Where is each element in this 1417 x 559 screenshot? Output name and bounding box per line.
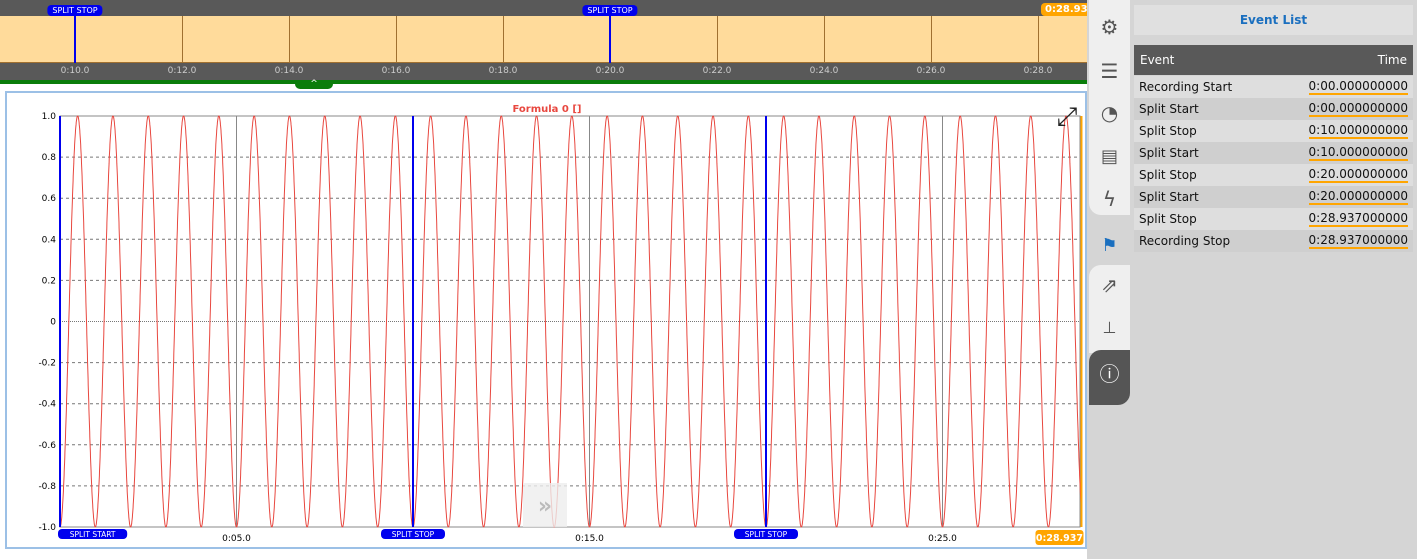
- double-chevron-right-icon: »: [538, 494, 552, 519]
- y-tick-label: 0.2: [42, 276, 56, 286]
- overview-tick-label: 0:20.0: [595, 66, 625, 76]
- split-flag-label: SPLIT STOP: [392, 530, 435, 539]
- overview-tick-label: 0:14.0: [274, 66, 304, 76]
- y-tick-label: -0.4: [38, 400, 56, 410]
- column-event[interactable]: Event: [1140, 53, 1175, 67]
- y-tick-label: -0.8: [38, 482, 56, 492]
- overview-timeline[interactable]: 0:10.0 0:12.0 0:14.0 0:16.0 0:18.0 0:20.0 0:22…: [0, 0, 1099, 82]
- splitter-bar[interactable]: [0, 80, 1087, 84]
- overview-split-flag[interactable]: SPLIT STOP: [47, 5, 103, 16]
- overview-gridline: [289, 16, 290, 63]
- y-tick-label: 0.6: [42, 194, 57, 204]
- event-time[interactable]: 0:28.937000000: [1308, 211, 1408, 227]
- y-tick-label: 0: [50, 318, 56, 328]
- table-row[interactable]: Split Stop 0:10.000000000: [1134, 120, 1413, 142]
- split-flag[interactable]: [58, 529, 128, 539]
- event-name: Split Stop: [1139, 212, 1197, 226]
- table-row[interactable]: Split Start 0:10.000000000: [1134, 142, 1413, 164]
- list-icon[interactable]: ☰: [1100, 59, 1119, 83]
- end-flag-label: 0:28.937: [1036, 533, 1083, 544]
- event-time[interactable]: 0:10.000000000: [1308, 123, 1408, 139]
- table-header: Event Time: [1134, 45, 1413, 75]
- y-tick-label: 1.0: [42, 112, 57, 122]
- lightning-icon[interactable]: ϟ: [1102, 187, 1117, 211]
- chart[interactable]: 1.0 0.8 0.6 0.4 0.2 0 -0.2 -0.4 -0.6 -0.8 -1.0 0:05…: [7, 93, 1085, 547]
- event-time[interactable]: 0:20.000000000: [1308, 189, 1408, 205]
- overview-tick-label: 0:18.0: [488, 66, 518, 76]
- x-tick-label: 0:15.0: [575, 534, 604, 544]
- fullscreen-icon[interactable]: ⤢: [1057, 102, 1078, 132]
- event-name: Split Start: [1139, 102, 1199, 116]
- overview-band[interactable]: [0, 16, 1087, 63]
- event-name: Split Stop: [1139, 124, 1197, 138]
- overview-gridline: [396, 16, 397, 63]
- overview-tick-label: 0:26.0: [916, 66, 946, 76]
- y-tick-label: 0.8: [42, 153, 57, 163]
- x-tick-label: 0:25.0: [928, 534, 957, 544]
- event-name: Split Stop: [1139, 168, 1197, 182]
- x-tick-label: 0:05.0: [222, 534, 251, 544]
- chart-title: Formula 0 []: [512, 104, 581, 115]
- event-name: Recording Stop: [1139, 234, 1231, 248]
- info-icon[interactable]: ⓘ: [1099, 361, 1120, 386]
- event-name: Recording Start: [1139, 80, 1233, 94]
- export-icon[interactable]: ⇗: [1101, 273, 1118, 297]
- report-icon[interactable]: ▤: [1100, 145, 1118, 167]
- overview-tick-label: 0:16.0: [381, 66, 411, 76]
- overview-tick-label: 0:28.0: [1023, 66, 1053, 76]
- split-flag-label: SPLIT STOP: [745, 530, 788, 539]
- event-name: Split Start: [1139, 190, 1199, 204]
- overview-gridline: [503, 16, 504, 63]
- event-time[interactable]: 0:10.000000000: [1308, 145, 1408, 161]
- y-tick-label: 0.4: [42, 235, 57, 245]
- gear-icon[interactable]: ⚙: [1100, 15, 1119, 39]
- chart-panel: 1.0 0.8 0.6 0.4 0.2 0 -0.2 -0.4 -0.6 -0.8 -1.0 0:05…: [5, 91, 1087, 549]
- event-name: Split Start: [1139, 146, 1199, 160]
- overview-split-marker[interactable]: [74, 16, 76, 63]
- event-time[interactable]: 0:00.000000000: [1308, 101, 1408, 117]
- end-flag[interactable]: [1035, 530, 1084, 545]
- series-line: [59, 115, 1082, 528]
- overview-gridline: [931, 16, 932, 63]
- table-row[interactable]: Split Stop 0:20.000000000: [1134, 164, 1413, 186]
- y-tick-label: -0.2: [38, 359, 56, 369]
- overview-tick-label: 0:22.0: [702, 66, 732, 76]
- column-time[interactable]: Time: [1377, 53, 1407, 67]
- event-time[interactable]: 0:28.937000000: [1308, 233, 1408, 249]
- collapse-button[interactable]: ^: [295, 80, 333, 89]
- table-row[interactable]: Split Start 0:00.000000000: [1134, 98, 1413, 120]
- y-tick-label: -0.6: [38, 441, 56, 451]
- hierarchy-icon[interactable]: ⊥: [1102, 317, 1117, 337]
- y-tick-label: -1.0: [38, 523, 56, 533]
- scroll-right-button[interactable]: [523, 483, 567, 527]
- split-flag[interactable]: [381, 529, 445, 539]
- overview-gridline: [717, 16, 718, 63]
- overview-gridline: [182, 16, 183, 63]
- gauge-icon[interactable]: ◔: [1100, 101, 1119, 125]
- sidebar: ⚙ ☰ ◔ ▤ ϟ ⚑ ⇗ ⊥ ⓘ: [1087, 0, 1130, 559]
- event-time[interactable]: 0:00.000000000: [1308, 79, 1408, 95]
- panel-title: Event List: [1134, 5, 1413, 35]
- table-row[interactable]: Recording Start 0:00.000000000: [1134, 76, 1413, 98]
- event-list-panel: Event List Event Time Recording Start 0:0…: [1130, 0, 1417, 559]
- split-flag[interactable]: [734, 529, 798, 539]
- overview-tick-label: 0:24.0: [809, 66, 839, 76]
- overview-split-marker[interactable]: [609, 16, 611, 63]
- split-flag-label: SPLIT START: [70, 530, 116, 539]
- overview-tick-label: 0:10.0: [60, 66, 90, 76]
- overview-gridline: [1038, 16, 1039, 63]
- overview-tick-label: 0:12.0: [167, 66, 197, 76]
- table-row[interactable]: Recording Stop 0:28.937000000: [1134, 230, 1413, 252]
- event-time[interactable]: 0:20.000000000: [1308, 167, 1408, 183]
- overview-end-flag[interactable]: 0:28.937: [1041, 3, 1099, 16]
- table-row[interactable]: Split Start 0:20.000000000: [1134, 186, 1413, 208]
- flag-icon[interactable]: ⚑: [1101, 234, 1118, 256]
- table-row[interactable]: Split Stop 0:28.937000000: [1134, 208, 1413, 230]
- overview-gridline: [824, 16, 825, 63]
- overview-split-flag[interactable]: SPLIT STOP: [582, 5, 638, 16]
